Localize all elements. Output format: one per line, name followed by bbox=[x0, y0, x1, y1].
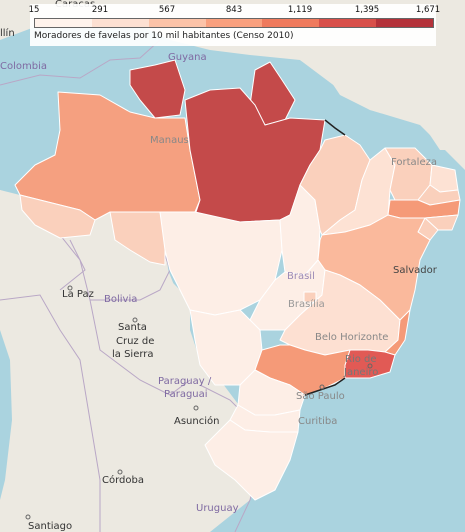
label-cruz-de: Cruz de bbox=[116, 336, 154, 347]
legend-title: Moradores de favelas por 10 mil habitant… bbox=[34, 31, 294, 41]
label-santiago: Santiago bbox=[28, 521, 72, 532]
legend-swatch-3 bbox=[206, 19, 263, 27]
label-rio-de: Rio de bbox=[345, 354, 377, 365]
label-cordoba: Córdoba bbox=[102, 474, 144, 486]
legend-swatch-5 bbox=[319, 19, 376, 27]
legend-tick-5: 1,395 bbox=[355, 5, 379, 15]
label-la-sierra: la Sierra bbox=[112, 349, 154, 360]
legend-tick-0: 15 bbox=[29, 5, 40, 15]
legend-swatch-2 bbox=[149, 19, 206, 27]
label-guyana: Guyana bbox=[168, 52, 207, 63]
legend-swatch-4 bbox=[262, 19, 319, 27]
label-paraguay: Paraguay / bbox=[158, 376, 212, 387]
legend-tick-6: 1,671 bbox=[416, 5, 440, 15]
legend: 15 291 567 843 1,119 1,395 1,671 Morador… bbox=[30, 4, 436, 46]
legend-tick-2: 567 bbox=[159, 5, 175, 15]
label-uruguay: Uruguay bbox=[196, 503, 239, 514]
label-colombia: Colombia bbox=[0, 61, 47, 72]
label-sao-paulo: São Paulo bbox=[296, 391, 345, 402]
label-manaus: Manaus bbox=[150, 135, 189, 146]
label-bolivia: Bolivia bbox=[104, 294, 137, 305]
label-salvador: Salvador bbox=[393, 265, 438, 276]
label-brasilia: Brasília bbox=[288, 298, 325, 310]
label-brasil: Brasil bbox=[287, 271, 315, 282]
label-paraguai: Paraguai bbox=[164, 389, 208, 400]
label-bogota-partial: llín bbox=[0, 27, 15, 39]
legend-tick-1: 291 bbox=[92, 5, 108, 15]
legend-swatch-0 bbox=[35, 19, 92, 27]
label-belo-horizonte: Belo Horizonte bbox=[315, 332, 388, 343]
label-asuncion: Asunción bbox=[174, 415, 219, 427]
legend-tick-3: 843 bbox=[226, 5, 242, 15]
label-curitiba: Curitiba bbox=[298, 416, 337, 427]
label-santa: Santa bbox=[118, 322, 147, 333]
legend-swatch-1 bbox=[92, 19, 149, 27]
label-fortaleza: Fortaleza bbox=[391, 157, 437, 168]
legend-color-bar bbox=[34, 18, 434, 28]
label-janeiro: Janeiro bbox=[343, 367, 378, 378]
legend-swatch-6 bbox=[376, 19, 433, 27]
legend-tick-4: 1,119 bbox=[288, 5, 312, 15]
label-la-paz: La Paz bbox=[62, 289, 94, 300]
